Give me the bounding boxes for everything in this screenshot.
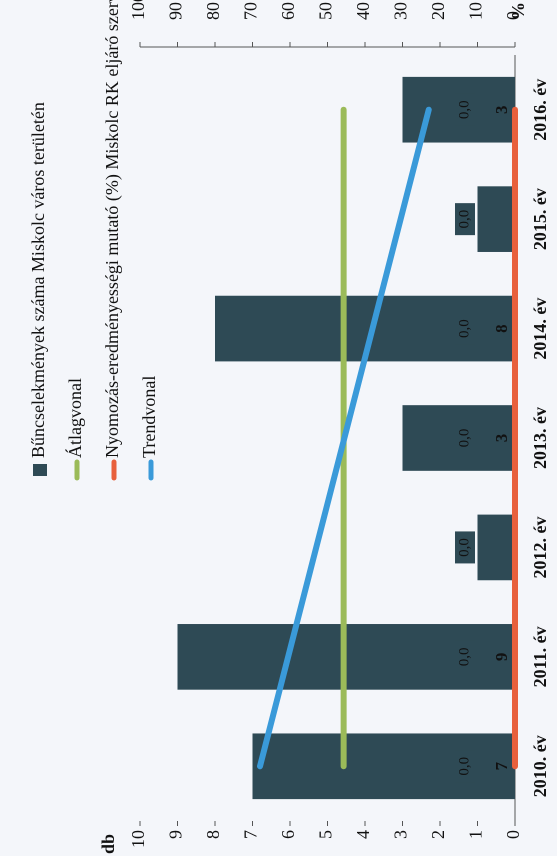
line-value-label: 0,0 — [456, 210, 472, 229]
line-value-label: 0,0 — [456, 647, 472, 666]
y-tick-label: 9 — [166, 830, 186, 839]
bar — [477, 186, 515, 252]
y2-tick-label: 60 — [278, 2, 298, 20]
y-tick-label: 8 — [203, 830, 223, 839]
x-tick-label: 2015. év — [530, 188, 550, 250]
line — [257, 106, 432, 770]
bar-value-label: 7 — [492, 762, 511, 771]
y-tick-label: 6 — [278, 830, 298, 839]
line-value-label: 0,0 — [456, 319, 472, 338]
legend-label: Átlagvonal — [64, 378, 85, 458]
y2-tick-label: 0 — [503, 11, 523, 20]
y-tick-label: 5 — [316, 830, 336, 839]
bar-value-label: 8 — [492, 324, 511, 333]
y2-tick-label: 30 — [391, 2, 411, 20]
legend-label: Bűncselekmények száma Miskolc város terü… — [28, 102, 48, 458]
value-label-box — [455, 312, 475, 345]
y-tick-label: 10 — [128, 830, 148, 848]
y2-tick-label: 70 — [241, 2, 261, 20]
bar-value-label: 9 — [492, 653, 511, 662]
y2-tick-label: 40 — [353, 2, 373, 20]
x-tick-label: 2012. év — [530, 516, 550, 578]
bar — [215, 295, 515, 362]
y-tick-label: 3 — [391, 830, 411, 839]
y-tick-label: 4 — [353, 830, 373, 839]
legend-label: Nyomozás-eredményességi mutató (%) Misko… — [102, 0, 123, 458]
bar-value-label: 3 — [492, 434, 511, 443]
value-label-box — [455, 640, 475, 673]
x-tick-label: 2014. év — [530, 298, 550, 360]
line-value-label: 0,0 — [456, 538, 472, 557]
x-tick-label: 2013. év — [530, 407, 550, 469]
y-tick-label: 0 — [503, 830, 523, 839]
bar-value-label: 3 — [492, 105, 511, 114]
legend-label: Trendvonal — [139, 376, 159, 458]
y2-tick-label: 10 — [466, 2, 486, 20]
line-value-label: 0,0 — [456, 100, 472, 119]
y-tick-label: 2 — [428, 830, 448, 839]
line-value-label: 0,0 — [456, 429, 472, 448]
bar — [477, 514, 515, 581]
value-label-box — [455, 422, 475, 454]
y2-axis-title: % — [508, 2, 528, 20]
value-label-box — [455, 750, 475, 783]
y2-tick-label: 100 — [128, 0, 148, 20]
y2-tick-label: 80 — [203, 2, 223, 20]
value-label-box — [455, 203, 475, 236]
y2-tick-label: 20 — [428, 2, 448, 20]
rotated-chart: db % 01234567891001020304050607080901007… — [28, 0, 550, 854]
y2-tick-label: 90 — [166, 2, 186, 20]
x-tick-label: 2016. év — [530, 79, 550, 141]
y-axis-title: db — [98, 834, 118, 854]
y2-tick-label: 50 — [316, 2, 336, 20]
legend-marker — [33, 464, 47, 476]
x-tick-label: 2010. év — [530, 735, 550, 797]
value-label-box — [455, 93, 475, 126]
bar — [252, 733, 515, 800]
line-value-label: 0,0 — [456, 757, 472, 776]
y-tick-label: 1 — [466, 830, 486, 839]
y-tick-label: 7 — [241, 830, 261, 839]
value-label-box — [455, 531, 475, 564]
x-tick-label: 2011. év — [530, 626, 550, 687]
